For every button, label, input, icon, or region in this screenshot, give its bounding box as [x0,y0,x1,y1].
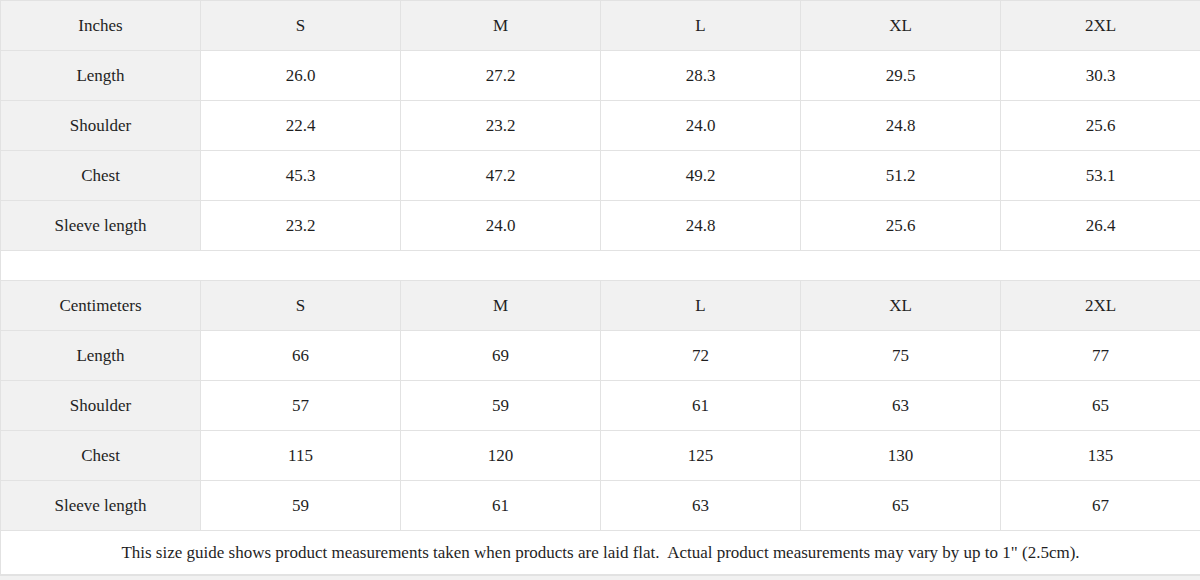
centimeters-shoulder-row: Shoulder 57 59 61 63 65 [1,381,1200,431]
row-label: Chest [1,431,201,481]
row-label: Length [1,51,201,101]
measurement-cell: 75 [801,331,1001,381]
measurement-cell: 27.2 [401,51,601,101]
row-label: Length [1,331,201,381]
measurement-cell: 47.2 [401,151,601,201]
size-guide-table: Inches S M L XL 2XL Length 26.0 27.2 28.… [0,0,1200,575]
size-column-header-xl: XL [801,281,1001,331]
measurement-cell: 25.6 [1001,101,1200,151]
inches-sleeve-row: Sleeve length 23.2 24.0 24.8 25.6 26.4 [1,201,1200,251]
measurement-cell: 51.2 [801,151,1001,201]
centimeters-chest-row: Chest 115 120 125 130 135 [1,431,1200,481]
size-guide: Inches S M L XL 2XL Length 26.0 27.2 28.… [0,0,1200,580]
measurement-cell: 69 [401,331,601,381]
row-label: Chest [1,151,201,201]
measurement-cell: 65 [801,481,1001,531]
size-column-header-2xl: 2XL [1001,281,1200,331]
measurement-cell: 59 [401,381,601,431]
measurement-cell: 135 [1001,431,1200,481]
size-column-header-s: S [201,1,401,51]
inches-shoulder-row: Shoulder 22.4 23.2 24.0 24.8 25.6 [1,101,1200,151]
measurement-cell: 26.4 [1001,201,1200,251]
measurement-cell: 26.0 [201,51,401,101]
measurement-cell: 57 [201,381,401,431]
measurement-cell: 23.2 [201,201,401,251]
centimeters-header-row: Centimeters S M L XL 2XL [1,281,1200,331]
measurement-cell: 63 [601,481,801,531]
measurement-cell: 45.3 [201,151,401,201]
measurement-cell: 28.3 [601,51,801,101]
measurement-cell: 24.8 [801,101,1001,151]
measurement-cell: 24.0 [401,201,601,251]
measurement-cell: 25.6 [801,201,1001,251]
measurement-cell: 59 [201,481,401,531]
cutoff-gray-strip [0,575,1200,580]
footer-note-row: This size guide shows product measuremen… [1,531,1200,575]
measurement-cell: 72 [601,331,801,381]
measurement-cell: 24.8 [601,201,801,251]
inches-unit-header: Inches [1,1,201,51]
measurement-cell: 67 [1001,481,1200,531]
size-column-header-m: M [401,281,601,331]
size-column-header-l: L [601,281,801,331]
measurement-cell: 77 [1001,331,1200,381]
row-label: Shoulder [1,381,201,431]
measurement-cell: 61 [401,481,601,531]
measurement-cell: 125 [601,431,801,481]
measurement-cell: 53.1 [1001,151,1200,201]
centimeters-unit-header: Centimeters [1,281,201,331]
measurement-cell: 23.2 [401,101,601,151]
size-column-header-s: S [201,281,401,331]
row-label: Sleeve length [1,481,201,531]
size-column-header-m: M [401,1,601,51]
measurement-cell: 63 [801,381,1001,431]
size-column-header-l: L [601,1,801,51]
centimeters-sleeve-row: Sleeve length 59 61 63 65 67 [1,481,1200,531]
measurement-cell: 115 [201,431,401,481]
row-label: Shoulder [1,101,201,151]
measurement-cell: 130 [801,431,1001,481]
size-column-header-2xl: 2XL [1001,1,1200,51]
measurement-cell: 22.4 [201,101,401,151]
footer-note: This size guide shows product measuremen… [1,531,1200,575]
centimeters-length-row: Length 66 69 72 75 77 [1,331,1200,381]
measurement-cell: 65 [1001,381,1200,431]
table-spacer-row [1,251,1200,281]
size-column-header-xl: XL [801,1,1001,51]
measurement-cell: 120 [401,431,601,481]
measurement-cell: 30.3 [1001,51,1200,101]
spacer-cell [1,251,1200,281]
measurement-cell: 66 [201,331,401,381]
inches-length-row: Length 26.0 27.2 28.3 29.5 30.3 [1,51,1200,101]
inches-chest-row: Chest 45.3 47.2 49.2 51.2 53.1 [1,151,1200,201]
measurement-cell: 61 [601,381,801,431]
inches-header-row: Inches S M L XL 2XL [1,1,1200,51]
measurement-cell: 49.2 [601,151,801,201]
measurement-cell: 24.0 [601,101,801,151]
measurement-cell: 29.5 [801,51,1001,101]
row-label: Sleeve length [1,201,201,251]
